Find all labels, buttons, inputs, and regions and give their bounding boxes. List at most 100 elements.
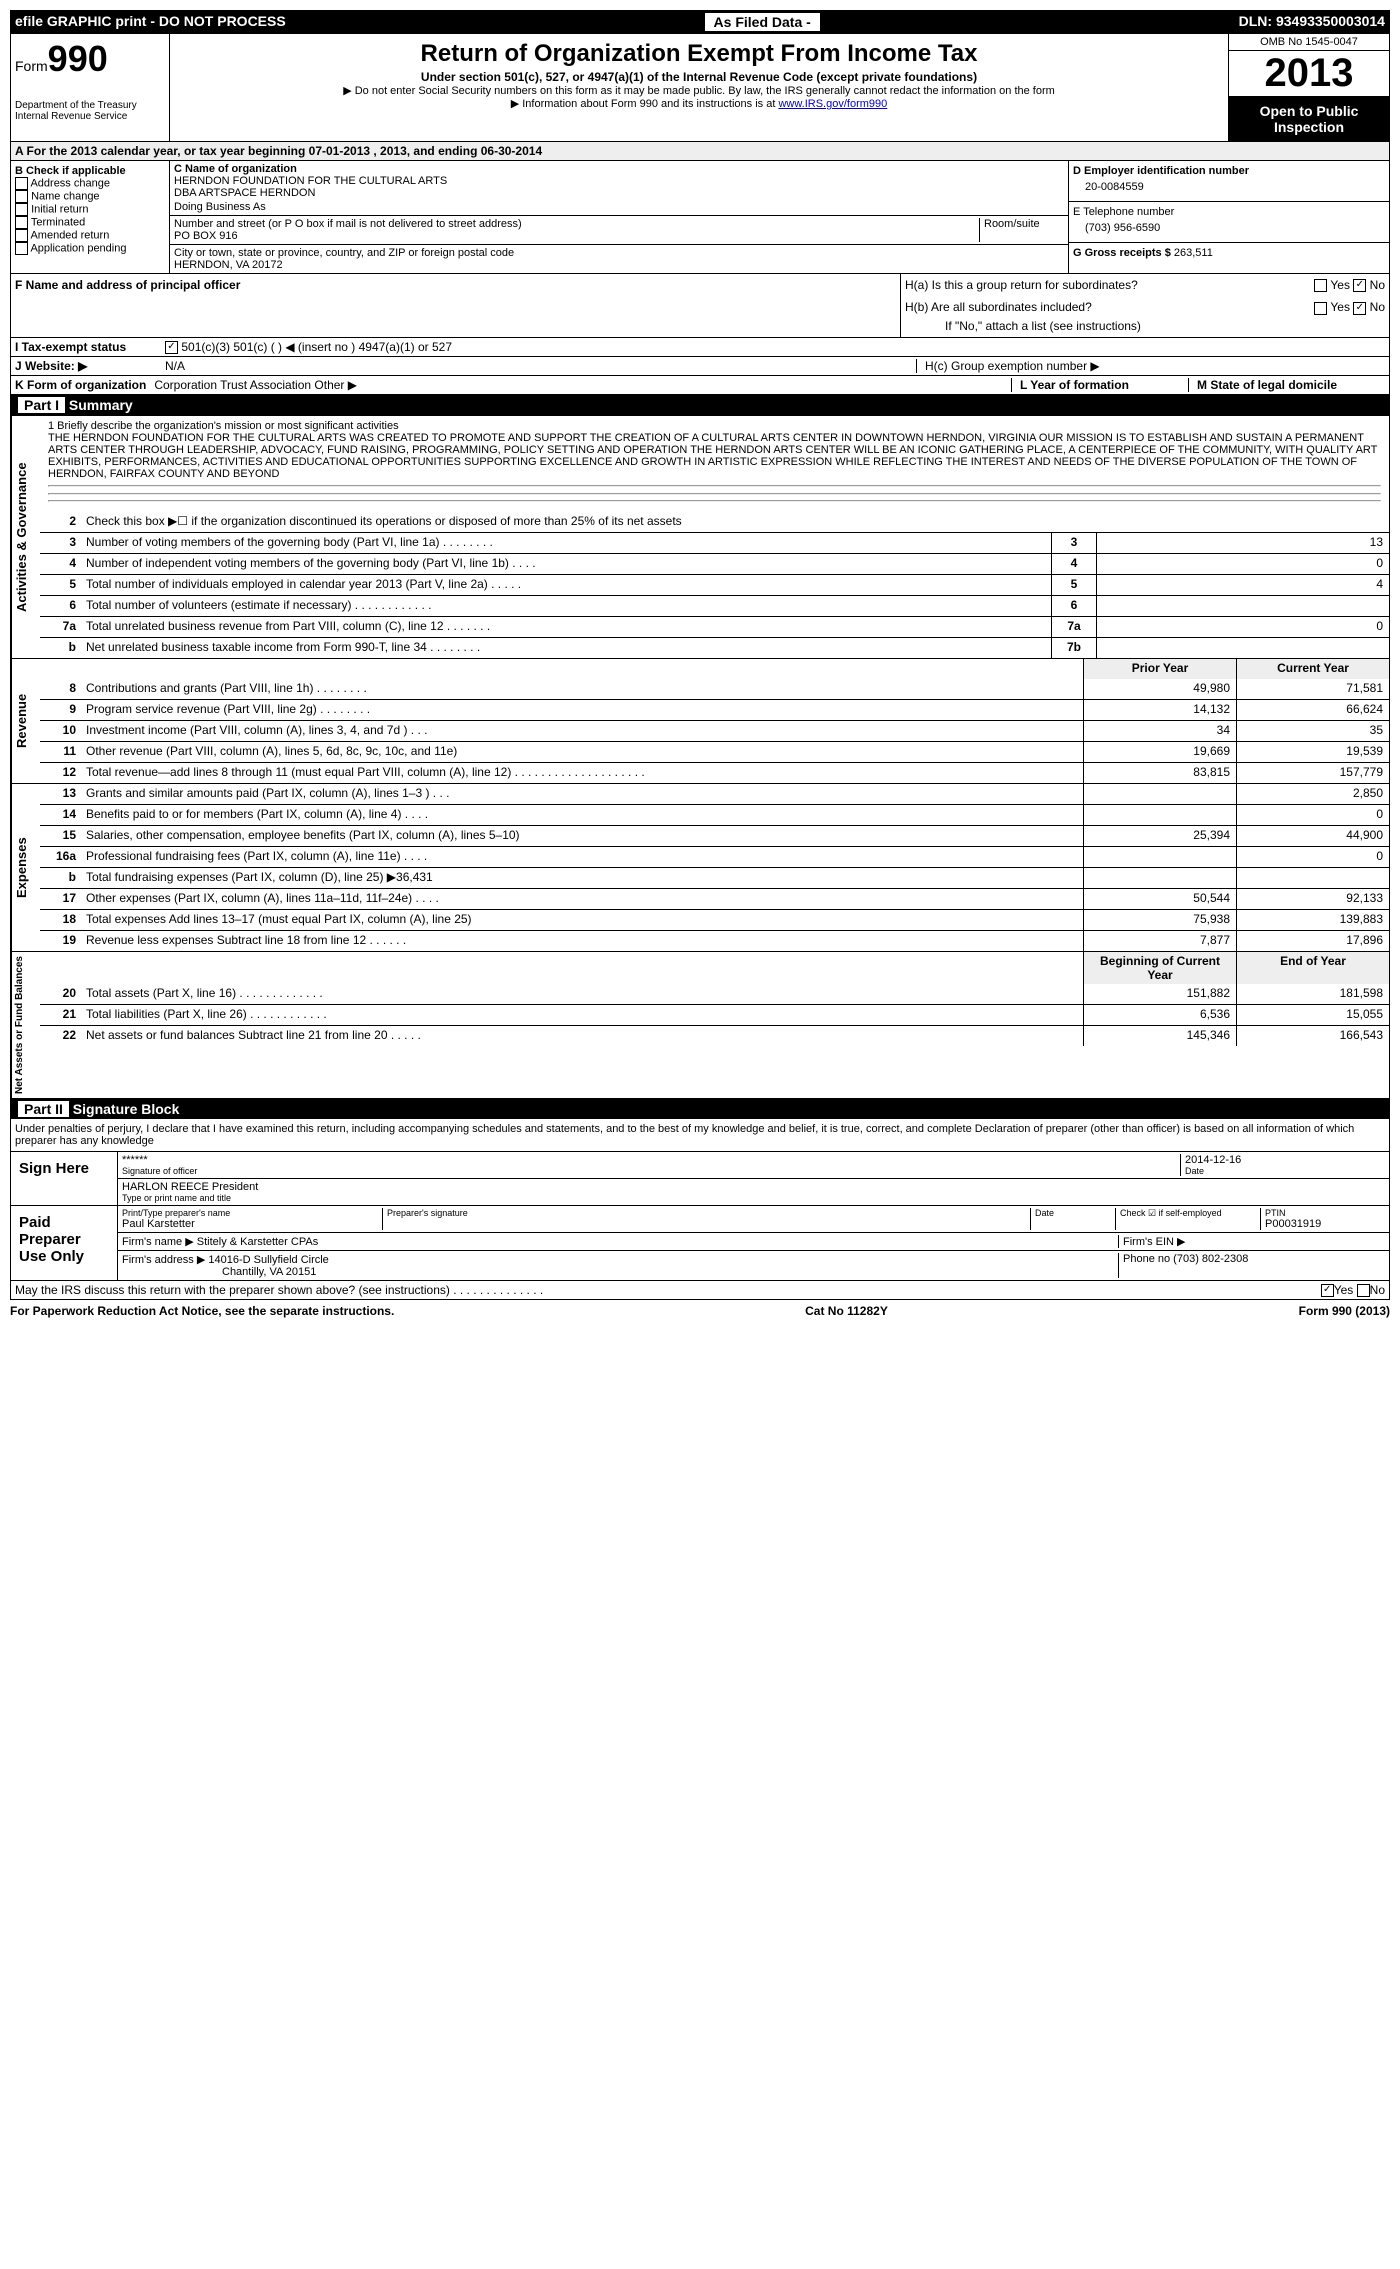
hb-no-chk[interactable]: ✓ [1353,302,1366,315]
m-lbl: M State of legal domicile [1188,378,1385,392]
na-head: Beginning of Current Year End of Year [40,952,1389,984]
summary-row: 13Grants and similar amounts paid (Part … [40,784,1389,804]
section-bcde: B Check if applicable Address change Nam… [10,161,1390,274]
part2-title: Signature Block [73,1101,180,1117]
hb-yes-chk[interactable] [1314,302,1327,315]
form-990-container: efile GRAPHIC print - DO NOT PROCESS As … [10,10,1390,1322]
chk-address[interactable] [15,177,28,190]
summary-row: 5Total number of individuals employed in… [40,574,1389,595]
prep-sig-lbl: Preparer's signature [383,1208,1031,1230]
lbl-name-change: Name change [31,190,100,202]
col-b-head: B Check if applicable [15,165,165,177]
footer-left: For Paperwork Reduction Act Notice, see … [10,1304,394,1318]
header-left: Form990 Department of the Treasury Inter… [11,34,170,141]
hb-lbl: H(b) Are all subordinates included? [905,300,1185,314]
i-501c3-chk[interactable]: ✓ [165,341,178,354]
chk-pending[interactable] [15,242,28,255]
summary-row: 4Number of independent voting members of… [40,553,1389,574]
firm-addr-lbl: Firm's address ▶ [122,1254,205,1266]
header-right: OMB No 1545-0047 2013 Open to Public Ins… [1229,34,1389,141]
k-lbl: K Form of organization [15,378,146,392]
discuss-no: No [1370,1283,1385,1297]
summary-row: 18Total expenses Add lines 13–17 (must e… [40,909,1389,930]
revenue-section: Revenue Prior Year Current Year 8Contrib… [10,659,1390,784]
part1-num: Part I [18,397,65,413]
discuss-row: May the IRS discuss this return with the… [10,1281,1390,1300]
irs-link[interactable]: www.IRS.gov/form990 [778,98,887,110]
firm-name-lbl: Firm's name ▶ [122,1236,194,1248]
vtab-ag: Activities & Governance [11,416,40,658]
summary-row: bTotal fundraising expenses (Part IX, co… [40,867,1389,888]
lbl-pending: Application pending [30,242,126,254]
topbar-mid: As Filed Data - [705,13,820,31]
hb-yes: Yes [1330,300,1350,314]
summary-row: 14Benefits paid to or for members (Part … [40,804,1389,825]
discuss-no-chk[interactable] [1357,1284,1370,1297]
firm-addr2: Chantilly, VA 20151 [122,1266,1118,1278]
line-i: I Tax-exempt status ✓ 501(c)(3) 501(c) (… [10,338,1390,357]
g-gross-val: 263,511 [1174,247,1213,259]
paid-preparer-section: Paid Preparer Use Only Print/Type prepar… [10,1206,1390,1281]
e-phone-lbl: E Telephone number [1073,206,1385,218]
ha-lbl: H(a) Is this a group return for subordin… [905,278,1185,292]
summary-row: 3Number of voting members of the governi… [40,532,1389,553]
part2-num: Part II [18,1101,69,1117]
summary-row: 19Revenue less expenses Subtract line 18… [40,930,1389,951]
d-ein-lbl: D Employer identification number [1073,165,1385,177]
summary-row: 12Total revenue—add lines 8 through 11 (… [40,762,1389,783]
summary-row: bNet unrelated business taxable income f… [40,637,1389,658]
chk-amended[interactable] [15,229,28,242]
k-opts: Corporation Trust Association Other ▶ [154,378,1011,392]
firm-phone: (703) 802-2308 [1173,1253,1248,1265]
sig-date: 2014-12-16 [1185,1154,1385,1166]
firm-phone-lbl: Phone no [1123,1253,1170,1265]
open-line1: Open to Public [1231,103,1387,119]
summary-row: 2Check this box ▶☐ if the organization d… [40,512,1389,532]
ha-yes-chk[interactable] [1314,279,1327,292]
org-name-2: DBA ARTSPACE HERNDON [174,187,1064,199]
ha-no: No [1370,278,1385,292]
chk-terminated[interactable] [15,216,28,229]
vtab-rev: Revenue [11,659,40,783]
vtab-na: Net Assets or Fund Balances [11,952,40,1098]
rev-head: Prior Year Current Year [40,659,1389,679]
i-lbl: I Tax-exempt status [15,340,165,354]
paid-lbl: Paid Preparer Use Only [11,1206,118,1280]
discuss-yes-chk[interactable]: ✓ [1321,1284,1334,1297]
summary-row: 10Investment income (Part VIII, column (… [40,720,1389,741]
org-name-1: HERNDON FOUNDATION FOR THE CULTURAL ARTS [174,175,1064,187]
lbl-amended: Amended return [30,229,109,241]
prep-check-lbl: Check ☑ if self-employed [1116,1208,1261,1230]
firm-addr1: 14016-D Sullyfield Circle [208,1254,328,1266]
footer-right: Form 990 (2013) [1299,1304,1390,1318]
street-lbl: Number and street (or P O box if mail is… [174,218,979,230]
row-a-period: A For the 2013 calendar year, or tax yea… [10,142,1390,161]
section-fh: F Name and address of principal officer … [10,274,1390,338]
chk-initial[interactable] [15,203,28,216]
summary-row: 20Total assets (Part X, line 16) . . . .… [40,984,1389,1004]
sig-name: HARLON REECE President [122,1181,1385,1193]
i-opts: 501(c)(3) 501(c) ( ) ◀ (insert no ) 4947… [181,340,452,354]
hb-note: If "No," attach a list (see instructions… [905,319,1385,333]
hc-lbl: H(c) Group exemption number ▶ [916,359,1385,373]
ptin-val: P00031919 [1265,1218,1385,1230]
vtab-exp: Expenses [11,784,40,951]
header-row: Form990 Department of the Treasury Inter… [10,34,1390,142]
line-j: J Website: ▶ N/A H(c) Group exemption nu… [10,357,1390,376]
room-lbl: Room/suite [979,218,1064,242]
na-end-head: End of Year [1236,952,1389,984]
city-val: HERNDON, VA 20172 [174,259,1064,271]
summary-row: 21Total liabilities (Part X, line 26) . … [40,1004,1389,1025]
sign-here-section: Sign Here ****** Signature of officer 20… [10,1152,1390,1206]
tax-year: 2013 [1229,51,1389,97]
dept-line2: Internal Revenue Service [15,111,165,122]
chk-name[interactable] [15,190,28,203]
summary-row: 9Program service revenue (Part VIII, lin… [40,699,1389,720]
dba-lbl: Doing Business As [174,201,1064,213]
dept-line1: Department of the Treasury [15,100,165,111]
lbl-address-change: Address change [30,177,110,189]
ha-no-chk[interactable]: ✓ [1353,279,1366,292]
ein-val: 20-0084559 [1073,177,1385,197]
ptin-lbl: PTIN [1265,1208,1385,1218]
topbar-left: efile GRAPHIC print - DO NOT PROCESS [15,13,286,31]
